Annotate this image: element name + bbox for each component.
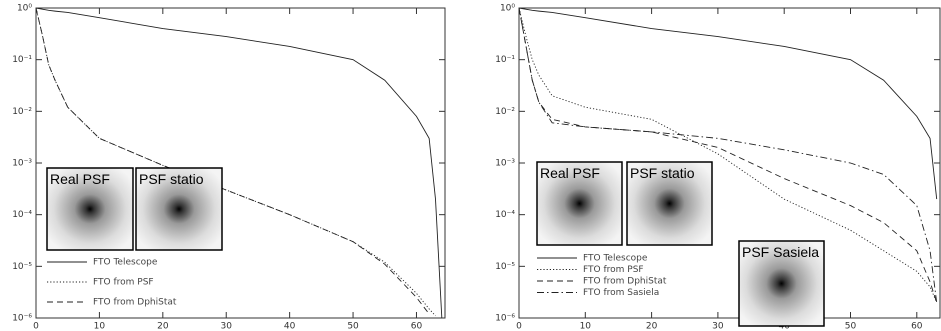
legend-label: FTO Telescope [583, 254, 648, 264]
legend-label: FTO from DphiStat [583, 277, 667, 287]
x-tick-label: 40 [284, 322, 296, 331]
legend-label: FTO from PSF [583, 265, 644, 275]
legend-label: FTO from PSF [93, 278, 154, 288]
x-tick-label: 60 [411, 322, 423, 331]
legend-label: FTO from Sasiela [583, 288, 659, 298]
x-tick-label: 20 [646, 322, 658, 331]
legend-label: FTO Telescope [93, 258, 158, 268]
psf-image [135, 167, 223, 251]
series-line [519, 8, 938, 303]
y-tick-label: 10⁰ [17, 4, 32, 14]
psf-image [626, 161, 713, 246]
y-tick-label: 10⁻² [495, 107, 515, 117]
x-tick-label: 50 [845, 322, 857, 331]
y-tick-label: 10⁻¹ [495, 55, 515, 65]
series-line [519, 8, 938, 200]
y-tick-label: 10⁻¹ [12, 55, 32, 65]
y-tick-label: 10⁰ [500, 4, 515, 14]
y-tick-label: 10⁻⁴ [495, 210, 515, 220]
chart: 10⁰ 10⁻¹ 10⁻² 10⁻³ 10⁻⁴ 10⁻⁵ 10⁻⁶0 10 20 30 40 50 60… [12, 4, 446, 331]
series-line [36, 8, 443, 318]
legend-label: FTO from DphiStat [93, 298, 177, 308]
series-line [519, 8, 938, 303]
inset-label: PSF statio [139, 171, 204, 187]
series-line [36, 8, 430, 315]
y-tick-label: 10⁻⁶ [12, 314, 32, 324]
inset-label: Real PSF [50, 171, 110, 187]
psf-image [536, 161, 623, 246]
y-tick-label: 10⁻⁴ [12, 210, 32, 220]
x-tick-label: 20 [157, 322, 169, 331]
x-tick-label: 30 [712, 322, 724, 331]
x-tick-label: 10 [580, 322, 592, 331]
inset-label: Real PSF [540, 165, 600, 181]
psf-image [46, 167, 134, 251]
y-tick-label: 10⁻⁶ [495, 314, 515, 324]
y-tick-label: 10⁻⁵ [12, 262, 32, 272]
x-tick-label: 10 [94, 322, 106, 331]
x-tick-label: 60 [911, 322, 923, 331]
y-tick-label: 10⁻⁵ [495, 262, 515, 272]
inset-label: PSF Sasiela [742, 244, 819, 260]
chart: 10⁰10⁻¹10⁻²10⁻³10⁻⁴10⁻⁵10⁻⁶0102030405060… [495, 4, 941, 331]
psf-image [738, 240, 825, 327]
x-tick-label: 30 [221, 322, 233, 331]
inset-label: PSF statio [630, 165, 695, 181]
y-tick-label: 10⁻³ [495, 159, 515, 169]
y-tick-label: 10⁻³ [12, 159, 32, 169]
x-tick-label: 0 [516, 322, 522, 331]
series-line [519, 8, 938, 303]
series-line [36, 8, 436, 317]
y-tick-label: 10⁻² [12, 107, 32, 117]
x-tick-label: 50 [347, 322, 359, 331]
plot-frame [35, 7, 446, 319]
x-tick-label: 0 [33, 322, 39, 331]
